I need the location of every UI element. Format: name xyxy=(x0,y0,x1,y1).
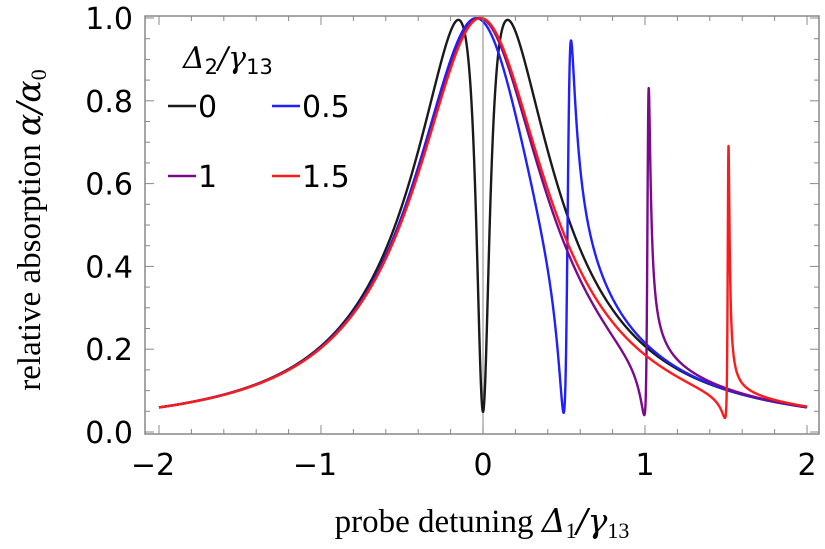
x-tick-label: 1 xyxy=(635,448,654,483)
legend-item-1.5: 1.5 xyxy=(272,160,350,195)
x-tick-label: −2 xyxy=(131,448,175,483)
legend: Δ2/γ13 0 0.5 1 1.5 xyxy=(168,41,350,195)
y-tick-label: 0.6 xyxy=(85,168,133,203)
y-tick-label: 1.0 xyxy=(85,2,133,37)
x-tick-label: −1 xyxy=(293,448,337,483)
legend-label: 1 xyxy=(198,160,217,195)
tick-labels: −2 −1 0 1 2 0.0 0.2 0.4 0.6 0.8 1.0 xyxy=(85,2,816,483)
y-tick-label: 0.8 xyxy=(85,85,133,120)
x-tick-label: 2 xyxy=(797,448,816,483)
legend-title: Δ2/γ13 xyxy=(182,41,273,79)
x-axis-label: probe detuning Δ1/γ13 xyxy=(335,501,630,543)
legend-label: 1.5 xyxy=(302,160,350,195)
ticks xyxy=(145,16,819,434)
legend-item-0.5: 0.5 xyxy=(272,90,350,125)
legend-item-0: 0 xyxy=(168,90,217,125)
legend-item-1: 1 xyxy=(168,160,217,195)
y-tick-label: 0.0 xyxy=(85,416,133,451)
y-axis-label: relative absorption α/α0 xyxy=(9,69,51,390)
legend-label: 0 xyxy=(198,90,217,125)
legend-label: 0.5 xyxy=(302,90,350,125)
y-tick-label: 0.4 xyxy=(85,250,133,285)
x-tick-label: 0 xyxy=(473,448,492,483)
y-tick-label: 0.2 xyxy=(85,333,133,368)
